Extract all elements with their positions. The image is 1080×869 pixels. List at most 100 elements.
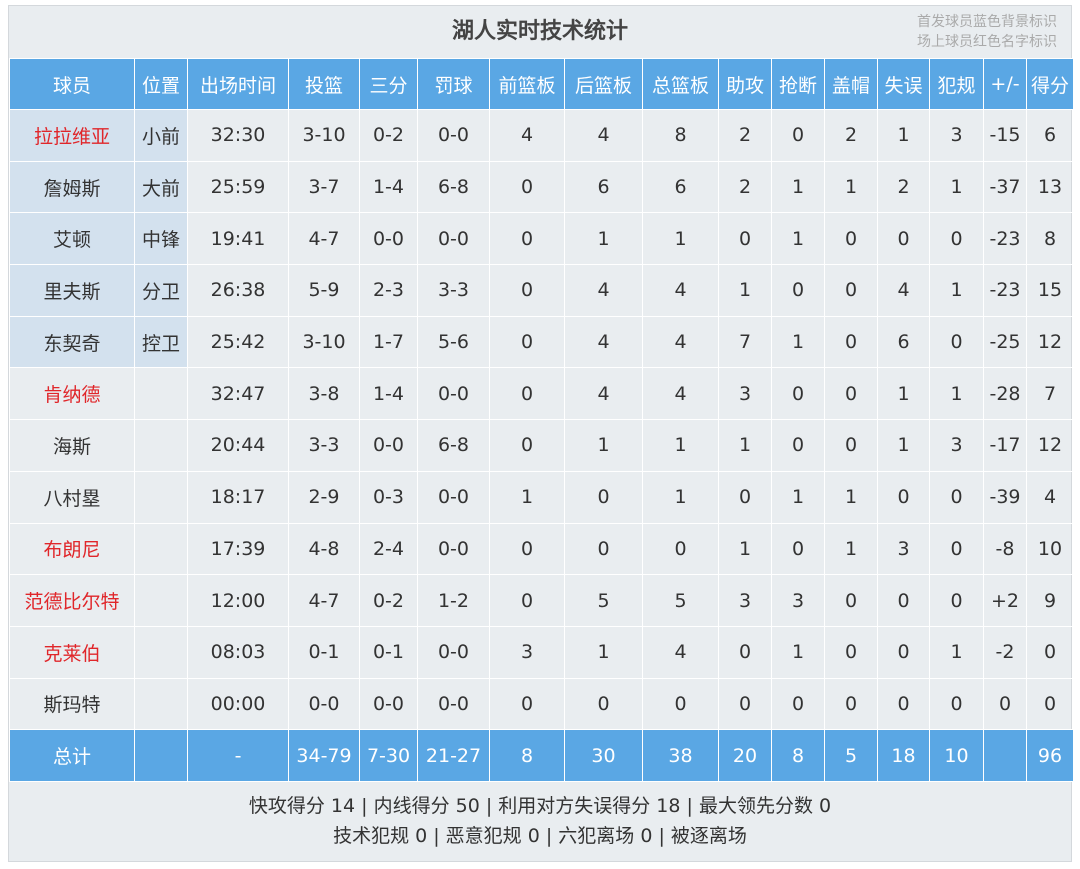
stat-cell: -2 bbox=[983, 625, 1027, 679]
stat-cell: 0-0 bbox=[417, 470, 490, 524]
stat-cell: 1-2 bbox=[417, 574, 490, 627]
stat-cell: 3 bbox=[877, 522, 930, 576]
stat-cell: 1-4 bbox=[359, 367, 418, 421]
player-name[interactable]: 范德比尔特 bbox=[9, 574, 135, 627]
stat-cell: 0 bbox=[929, 522, 984, 576]
player-name[interactable]: 布朗尼 bbox=[9, 522, 135, 576]
page-title: 湖人实时技术统计 bbox=[451, 19, 628, 44]
stats-table: 球员 位置 出场时间 投篮 三分 罚球 前篮板 后篮板 总篮板 助攻 抢断 盖帽 失误 犯规 +/- 得分 拉… bbox=[9, 58, 1074, 782]
column-header: 位置 bbox=[134, 58, 188, 110]
column-header: 抢断 bbox=[771, 58, 825, 110]
player-name[interactable]: 里夫斯 bbox=[9, 264, 135, 317]
stats-panel: 湖人实时技术统计 首发球员蓝色背景标识 场上球员红色名字标识 球员 位置 出场时间投… bbox=[8, 5, 1074, 862]
stat-cell: 4-8 bbox=[288, 522, 360, 576]
stat-cell: 25:42 bbox=[187, 315, 289, 369]
stat-cell: 0 bbox=[718, 677, 772, 731]
stat-cell: 0 bbox=[489, 367, 565, 421]
column-header: 犯规 bbox=[929, 58, 984, 110]
total-cell: 34-79 bbox=[288, 729, 360, 782]
total-cell: 38 bbox=[642, 729, 719, 782]
stat-cell: 2 bbox=[718, 160, 772, 214]
total-cell: 7-30 bbox=[359, 729, 418, 782]
summary-line-1: 快攻得分 14 | 内线得分 50 | 利用对方失误得分 18 | 最大领先分数… bbox=[248, 795, 832, 817]
column-header: 盖帽 bbox=[824, 58, 878, 110]
player-name[interactable]: 八村塁 bbox=[9, 470, 135, 524]
stat-cell: 1 bbox=[877, 367, 930, 421]
summary-line-2: 技术犯规 0 | 恶意犯规 0 | 六犯离场 0 | 被逐离场 bbox=[333, 825, 747, 847]
column-header: 失误 bbox=[877, 58, 930, 110]
stat-cell: 1 bbox=[771, 470, 825, 524]
stat-cell bbox=[134, 574, 188, 627]
stat-cell: 4 bbox=[564, 109, 643, 162]
stat-cell: 分卫 bbox=[134, 264, 188, 317]
stat-cell: 1 bbox=[718, 522, 772, 576]
stat-cell: 6-8 bbox=[417, 419, 490, 472]
stat-cell: 0-0 bbox=[417, 109, 490, 162]
stat-cell: -25 bbox=[983, 315, 1027, 369]
stat-cell: 小前 bbox=[134, 109, 188, 162]
stat-cell bbox=[134, 677, 188, 731]
player-name[interactable]: 海斯 bbox=[9, 419, 135, 472]
stat-cell: 1-4 bbox=[359, 160, 418, 214]
table-row: 克莱伯 08:03 0-1 0-1 0-0 3 1 4 0 1 0 0 1 -2 0 bbox=[9, 625, 1074, 679]
stat-cell: 1 bbox=[489, 470, 565, 524]
stat-cell: 3 bbox=[718, 574, 772, 627]
stat-cell: 0-0 bbox=[417, 522, 490, 576]
column-header: 投篮 bbox=[288, 58, 360, 110]
stat-cell: 0 bbox=[489, 419, 565, 472]
stat-cell: 0 bbox=[824, 212, 878, 266]
player-name[interactable]: 肯纳德 bbox=[9, 367, 135, 421]
stat-cell: 0-0 bbox=[417, 212, 490, 266]
table-row: 拉拉维亚 小前 32:30 3-10 0-2 0-0 4 4 8 2 0 2 1 3 -15 6 bbox=[9, 109, 1074, 162]
stat-cell: 1 bbox=[564, 419, 643, 472]
stat-cell: 5-6 bbox=[417, 315, 490, 369]
stat-cell: 控卫 bbox=[134, 315, 188, 369]
stat-cell: 0 bbox=[489, 315, 565, 369]
stat-cell: 4 bbox=[1026, 470, 1074, 524]
stat-cell: 3-3 bbox=[288, 419, 360, 472]
stat-cell bbox=[134, 625, 188, 679]
player-name[interactable]: 克莱伯 bbox=[9, 625, 135, 679]
stat-cell: 1 bbox=[824, 160, 878, 214]
stat-cell: 0 bbox=[564, 677, 643, 731]
stat-cell: 17:39 bbox=[187, 522, 289, 576]
table-row: 詹姆斯 大前 25:59 3-7 1-4 6-8 0 6 6 2 1 1 2 1 -37 13 bbox=[9, 160, 1074, 214]
stat-cell: 0 bbox=[771, 367, 825, 421]
stat-cell bbox=[134, 470, 188, 524]
stat-cell: 0 bbox=[489, 160, 565, 214]
stat-cell: 32:47 bbox=[187, 367, 289, 421]
stat-cell: 25:59 bbox=[187, 160, 289, 214]
stat-cell: -23 bbox=[983, 264, 1027, 317]
total-cell: 30 bbox=[564, 729, 643, 782]
stat-cell: 20:44 bbox=[187, 419, 289, 472]
player-name[interactable]: 东契奇 bbox=[9, 315, 135, 369]
player-name[interactable]: 斯玛特 bbox=[9, 677, 135, 731]
legend-on-court: 场上球员红色名字标识 bbox=[917, 34, 1057, 50]
stat-cell: 0 bbox=[1026, 677, 1074, 731]
table-row: 布朗尼 17:39 4-8 2-4 0-0 0 0 0 1 0 1 3 0 -8 10 bbox=[9, 522, 1074, 576]
player-name[interactable]: 艾顿 bbox=[9, 212, 135, 266]
stat-cell: 0 bbox=[718, 212, 772, 266]
stat-cell: 1 bbox=[929, 367, 984, 421]
stat-cell: 3 bbox=[771, 574, 825, 627]
stat-cell: 5-9 bbox=[288, 264, 360, 317]
player-name[interactable]: 拉拉维亚 bbox=[9, 109, 135, 162]
stat-cell: 0 bbox=[824, 419, 878, 472]
stat-cell: 6 bbox=[877, 315, 930, 369]
table-row: 范德比尔特 12:00 4-7 0-2 1-2 0 5 5 3 3 0 0 0 +2 9 bbox=[9, 574, 1074, 627]
stat-cell: 中锋 bbox=[134, 212, 188, 266]
stat-cell: 6 bbox=[1026, 109, 1074, 162]
total-cell: 5 bbox=[824, 729, 878, 782]
table-row: 东契奇 控卫 25:42 3-10 1-7 5-6 0 4 4 7 1 0 6 0 -25 12 bbox=[9, 315, 1074, 369]
column-header: 得分 bbox=[1026, 58, 1074, 110]
stat-cell: 0-0 bbox=[359, 419, 418, 472]
stat-cell: 1 bbox=[877, 109, 930, 162]
stat-cell: 0 bbox=[877, 470, 930, 524]
player-name[interactable]: 詹姆斯 bbox=[9, 160, 135, 214]
stat-cell: 5 bbox=[564, 574, 643, 627]
table-row: 肯纳德 32:47 3-8 1-4 0-0 0 4 4 3 0 0 1 1 -28 7 bbox=[9, 367, 1074, 421]
stat-cell: 0 bbox=[489, 677, 565, 731]
stat-cell: 0 bbox=[877, 212, 930, 266]
stat-cell: 12:00 bbox=[187, 574, 289, 627]
stat-cell: 2 bbox=[824, 109, 878, 162]
